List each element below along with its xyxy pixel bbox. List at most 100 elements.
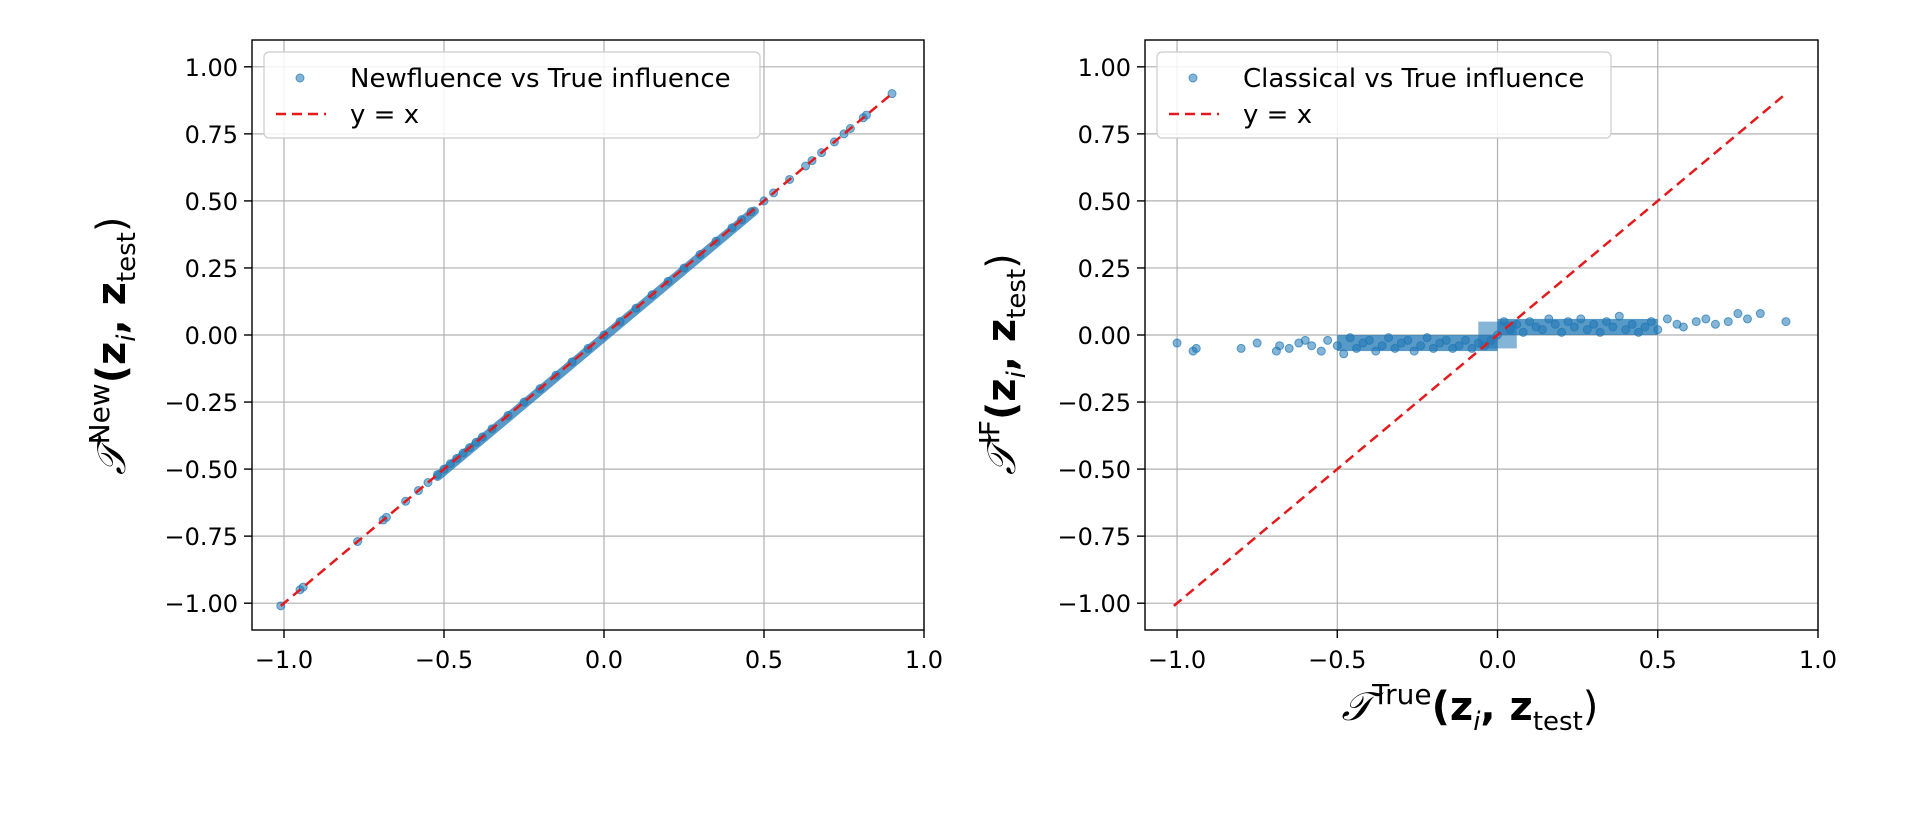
legend-scatter-marker	[1188, 73, 1198, 83]
legend-box	[263, 51, 761, 139]
scatter-point	[887, 89, 897, 99]
y-tick-label: −1.00	[1057, 590, 1131, 618]
scatter-point	[1557, 327, 1567, 337]
y-tick-label: 0.75	[185, 121, 238, 149]
y-tick-label: −0.25	[1057, 389, 1131, 417]
scatter-point	[1634, 327, 1644, 337]
legend-box	[1156, 51, 1612, 139]
x-axis-label-group: 𝒯True(zi, ztest)	[1342, 678, 1599, 737]
y-tick-label: 0.25	[185, 255, 238, 283]
y-tick-label: −0.75	[1057, 523, 1131, 551]
scatter-point	[1576, 314, 1586, 324]
legend-label-line: y = x	[1243, 100, 1312, 130]
y-tick-label: 0.00	[1078, 322, 1131, 350]
y-tick-label: −0.75	[164, 523, 238, 551]
scatter-point	[1390, 343, 1400, 353]
scatter-point	[1454, 341, 1464, 351]
scatter-point	[1518, 327, 1528, 337]
scatter-point	[1416, 341, 1426, 351]
x-tick-label: −0.5	[1308, 646, 1366, 674]
scatter-point	[1595, 327, 1605, 337]
scatter-point	[1364, 335, 1374, 345]
scatter-point	[1723, 317, 1733, 327]
chart-panel-2: −1.0 −0.5 0.0 0.5 1.0 −1.00 −0.75 −0.50 −0.25 0.0…	[973, 39, 1837, 737]
scatter-point	[1307, 341, 1317, 351]
x-tick-label: 0.0	[585, 646, 623, 674]
y-tick-label: 1.00	[185, 54, 238, 82]
scatter-point	[1352, 343, 1362, 353]
y-axis-label: 𝒯New(zi, ztest)	[83, 217, 142, 475]
y-tick-label: 0.50	[185, 188, 238, 216]
scatter-point	[1544, 314, 1554, 324]
y-tick-label: 0.25	[1078, 255, 1131, 283]
reference-line-y-equals-x	[279, 92, 893, 607]
y-tick-label: −1.00	[164, 590, 238, 618]
chart-panel-1: −1.0 −0.5 0.0 0.5 1.0 −1.00 −0.75 −0.50 −0.25 0.0…	[83, 39, 943, 674]
scatter-point	[1323, 335, 1333, 345]
scatter-point	[1441, 335, 1451, 345]
scatter-point	[1409, 346, 1419, 356]
scatter-point	[1678, 322, 1688, 332]
scatter-point	[1316, 346, 1326, 356]
scatter-point	[1627, 319, 1637, 329]
scatter-point	[1191, 343, 1201, 353]
legend: Classical vs True influence y = x	[1156, 51, 1612, 139]
legend-label-scatter: Classical vs True influence	[1243, 64, 1584, 94]
scatter-point	[1275, 341, 1285, 351]
scatter-point	[1691, 317, 1701, 327]
scatter-point	[1172, 338, 1182, 348]
scatter-point	[1403, 335, 1413, 345]
x-tick-label: 0.5	[1639, 646, 1677, 674]
scatter-point	[1550, 319, 1560, 329]
plot-area	[276, 89, 897, 611]
scatter-point	[1332, 341, 1342, 351]
scatter-point	[1252, 338, 1262, 348]
scatter-point	[1589, 319, 1599, 329]
x-tick-label: 1.0	[1799, 646, 1837, 674]
scatter-point	[1499, 317, 1509, 327]
x-tick-label: 0.0	[1478, 646, 1516, 674]
y-axis-label-group: 𝒯IF(zi, ztest)	[973, 253, 1032, 475]
scatter-point	[1646, 317, 1656, 327]
scatter-point	[1345, 333, 1355, 343]
scatter-point	[1377, 341, 1387, 351]
scatter-point	[1371, 346, 1381, 356]
y-tick-label: 0.50	[1078, 188, 1131, 216]
scatter-point	[1563, 317, 1573, 327]
scatter-point	[1733, 309, 1743, 319]
scatter-point	[1512, 319, 1522, 329]
scatter-point	[1742, 314, 1752, 324]
scatter-point	[1537, 325, 1547, 335]
y-tick-label: −0.50	[164, 456, 238, 484]
legend-scatter-marker	[295, 73, 305, 83]
y-axis-label-group: 𝒯New(zi, ztest)	[83, 217, 142, 475]
reference-line-y-equals-x	[1173, 92, 1787, 607]
scatter-point	[1460, 335, 1470, 345]
x-tick-label: −1.0	[1148, 646, 1206, 674]
scatter-point	[1384, 333, 1394, 343]
x-tick-label: 1.0	[905, 646, 943, 674]
scatter-point	[1755, 309, 1765, 319]
legend: Newfluence vs True influence y = x	[263, 51, 761, 139]
scatter-point	[1662, 314, 1672, 324]
scatter-point	[1710, 319, 1720, 329]
scatter-point	[1525, 317, 1535, 327]
scatter-point	[1582, 325, 1592, 335]
scatter-point	[1614, 311, 1624, 321]
y-tick-label: 1.00	[1078, 54, 1131, 82]
scatter-point	[1601, 317, 1611, 327]
scatter-point	[1569, 322, 1579, 332]
y-tick-label: −0.50	[1057, 456, 1131, 484]
scatter-point	[1236, 343, 1246, 353]
x-tick-label: −1.0	[255, 646, 313, 674]
scatter-point	[1621, 325, 1631, 335]
scatter-point	[1467, 343, 1477, 353]
scatter-point	[1781, 317, 1791, 327]
scatter-point	[1284, 343, 1294, 353]
x-axis-label: 𝒯True(zi, ztest)	[1342, 678, 1599, 737]
scatter-point	[1422, 333, 1432, 343]
legend-label-line: y = x	[350, 100, 419, 130]
y-tick-label: −0.25	[164, 389, 238, 417]
